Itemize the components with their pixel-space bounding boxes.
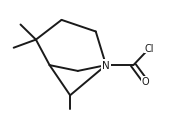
Text: Cl: Cl — [144, 43, 154, 53]
Text: O: O — [142, 77, 149, 87]
Text: N: N — [102, 61, 110, 70]
